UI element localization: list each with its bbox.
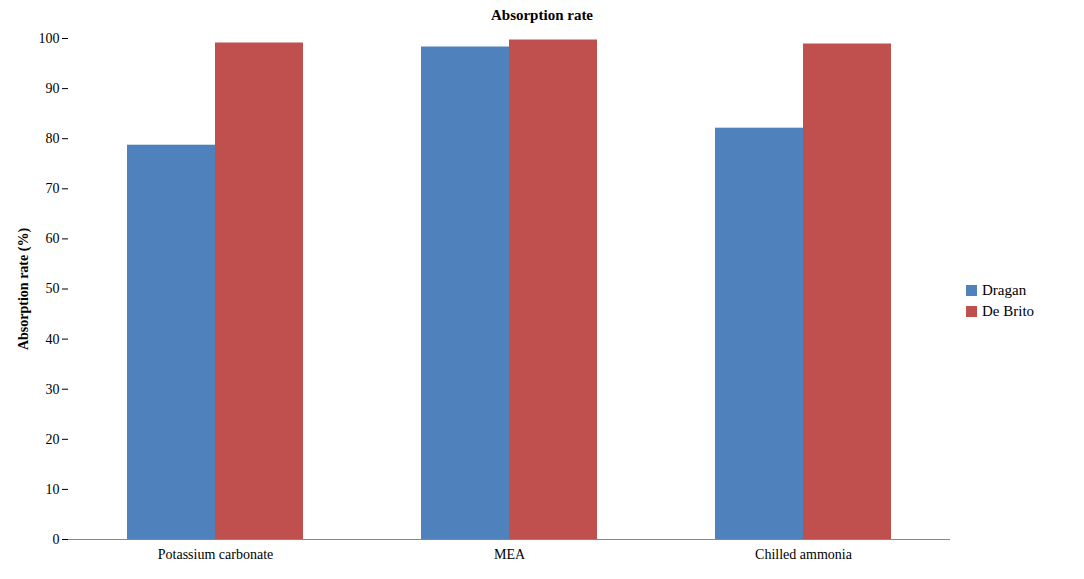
svg-text:60: 60 xyxy=(46,231,60,246)
html-text:De Brito: De Brito xyxy=(982,302,1035,319)
svg-text:MEA: MEA xyxy=(494,547,526,562)
svg-text:10: 10 xyxy=(46,482,60,497)
svg-text:Absorption rate (%): Absorption rate (%) xyxy=(16,228,32,350)
svg-text:0: 0 xyxy=(53,532,60,547)
svg-text:70: 70 xyxy=(46,181,60,196)
svg-text:Potassium carbonate: Potassium carbonate xyxy=(158,547,273,562)
svg-text:20: 20 xyxy=(46,432,60,447)
svg-text:90: 90 xyxy=(46,81,60,96)
svg-text:30: 30 xyxy=(46,382,60,397)
svg-text:40: 40 xyxy=(46,332,60,347)
svg-text:80: 80 xyxy=(46,131,60,146)
html-text:Absorption rate: Absorption rate xyxy=(491,7,593,23)
svg-text:50: 50 xyxy=(46,281,60,296)
svg-text:Chilled ammonia: Chilled ammonia xyxy=(755,547,853,562)
svg-text:100: 100 xyxy=(39,31,60,46)
html-text:Dragan: Dragan xyxy=(982,281,1027,298)
